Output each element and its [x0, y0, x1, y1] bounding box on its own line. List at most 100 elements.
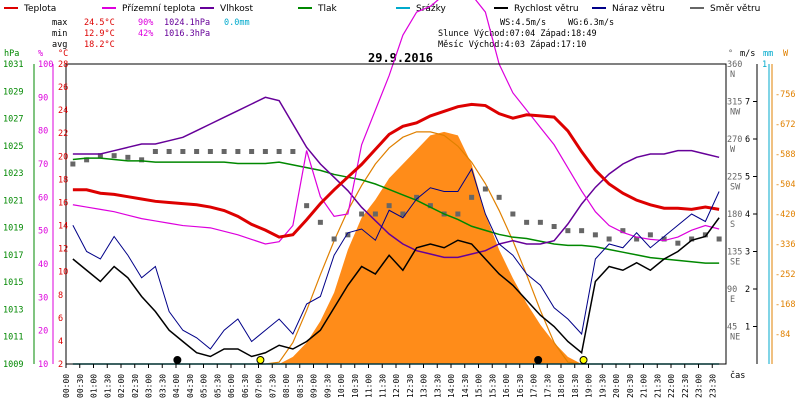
- x-tick-label: 23:00: [695, 374, 704, 398]
- humidity-tick: 80: [38, 127, 48, 137]
- x-tick-label: 07:30: [268, 374, 277, 398]
- wind-direction-point: [84, 157, 90, 163]
- wind-direction-point: [414, 194, 420, 200]
- wind-direction-point: [579, 228, 585, 234]
- wind-direction-point: [537, 219, 543, 225]
- x-tick-label: 08:30: [296, 374, 305, 398]
- stat-max-rain: 0.0mm: [224, 18, 250, 28]
- wind-direction-point: [551, 224, 557, 229]
- x-tick-label: 13:00: [420, 374, 429, 398]
- speed-tick: 2: [745, 285, 750, 295]
- x-tick-label: 01:30: [103, 374, 112, 398]
- stat-ws: WS:4.5m/s: [500, 18, 546, 28]
- solar-tick: -420: [775, 210, 795, 220]
- degc-unit-label: °C: [58, 49, 68, 59]
- humidity-line: [72, 96, 720, 259]
- humidity-tick: 30: [38, 293, 48, 303]
- legend: Teplota Přízemní teplota Vlhkost Tlak Srážky…: [4, 4, 760, 14]
- hpa-unit-label: hPa: [4, 49, 19, 59]
- sunset-marker: [579, 356, 588, 364]
- stat-min-press: 1016.3hPa: [164, 29, 210, 39]
- wind-direction-point: [317, 219, 323, 225]
- x-tick-label: 10:30: [351, 374, 360, 398]
- speed-tick: 6: [745, 135, 750, 145]
- speed-tick: 7: [745, 98, 750, 108]
- direction-tick-dir: NW: [730, 108, 741, 118]
- direction-tick-dir: SW: [730, 183, 741, 193]
- x-tick-label: 08:00: [282, 374, 291, 398]
- x-tick-label: 14:00: [447, 374, 456, 398]
- chart-date: 29.9.2016: [368, 51, 433, 65]
- direction-tick: 135: [727, 248, 742, 258]
- stat-max-press: 1024.1hPa: [164, 18, 210, 28]
- x-tick-label: 16:30: [516, 374, 525, 398]
- x-tick-label: 18:30: [571, 374, 580, 398]
- x-tick-label: 07:00: [255, 374, 264, 398]
- legend-label: Směr větru: [710, 4, 760, 14]
- wind-direction-point: [262, 149, 268, 154]
- wind-direction-point: [166, 149, 172, 154]
- x-tick-label: 00:00: [62, 374, 71, 398]
- wind-direction-point: [125, 154, 131, 160]
- wind-direction-point: [139, 157, 145, 163]
- x-tick-label: 05:00: [200, 374, 209, 398]
- temperature-tick: 20: [58, 152, 68, 162]
- temperature-tick: 10: [58, 268, 68, 278]
- solar-radiation-area: [72, 131, 720, 364]
- pressure-tick: 1013: [3, 305, 23, 315]
- direction-tick: 315: [727, 98, 742, 108]
- x-tick-label: 09:30: [323, 374, 332, 398]
- x-tick-label: 13:30: [433, 374, 442, 398]
- stat-min-label: min: [52, 29, 67, 39]
- direction-tick-dir: N: [730, 70, 735, 80]
- humidity-tick: 60: [38, 193, 48, 203]
- temperature-tick: 12: [58, 245, 68, 255]
- wind-direction-point: [455, 211, 461, 217]
- x-tick-label: 17:00: [530, 374, 539, 398]
- solar-tick: -252: [775, 270, 795, 280]
- x-tick-label: 05:30: [213, 374, 222, 398]
- direction-tick: 180: [727, 210, 742, 220]
- direction-tick-dir: E: [730, 295, 735, 305]
- wind-direction-point: [111, 153, 117, 159]
- temperature-tick: 4: [58, 337, 63, 347]
- wind-direction-point: [194, 149, 200, 154]
- mm-unit-label: mm: [763, 49, 773, 59]
- x-tick-label: 11:00: [365, 374, 374, 398]
- x-tick-label: 19:00: [585, 374, 594, 398]
- x-tick-label: 20:30: [626, 374, 635, 398]
- stat-wg: WG:6.3m/s: [568, 18, 614, 28]
- pressure-tick: 1025: [3, 142, 23, 152]
- x-tick-label: 18:00: [557, 374, 566, 398]
- x-tick-label: 00:30: [76, 374, 85, 398]
- moonrise-marker: [173, 356, 182, 364]
- temperature-line: [72, 102, 720, 239]
- x-tick-label: 02:00: [117, 374, 126, 398]
- wind-direction-point: [510, 211, 516, 217]
- solar-tick: -588: [775, 150, 795, 160]
- wind-direction-point: [359, 211, 365, 217]
- legend-label: Rychlost větru: [514, 4, 579, 14]
- w-unit-label: W: [783, 49, 789, 59]
- x-tick-label: 04:00: [172, 374, 181, 398]
- x-tick-label: 06:30: [241, 374, 250, 398]
- wind-direction-point: [152, 149, 158, 154]
- pressure-tick: 1023: [3, 169, 23, 179]
- legend-label: Teplota: [23, 4, 56, 14]
- wind-direction-point: [620, 228, 626, 234]
- temperature-tick: 26: [58, 83, 68, 93]
- wind-direction-point: [634, 236, 640, 242]
- wind-direction-point: [235, 149, 241, 154]
- deg-unit-label: °: [728, 49, 733, 59]
- x-tick-label: 04:30: [186, 374, 195, 398]
- pressure-tick: 1027: [3, 115, 23, 125]
- stat-avg-label: avg: [52, 40, 67, 50]
- x-tick-label: 03:30: [158, 374, 167, 398]
- solar-tick: -756: [775, 90, 795, 100]
- axes: 00:00 00:30 01:00 01:30 02:00 02:30 03:00 03:30…: [3, 60, 795, 398]
- pressure-tick: 1011: [3, 333, 23, 343]
- pressure-line: [72, 157, 720, 264]
- pressure-tick: 1017: [3, 251, 23, 261]
- wind-direction-point: [496, 194, 502, 200]
- wind-direction-point: [97, 153, 103, 159]
